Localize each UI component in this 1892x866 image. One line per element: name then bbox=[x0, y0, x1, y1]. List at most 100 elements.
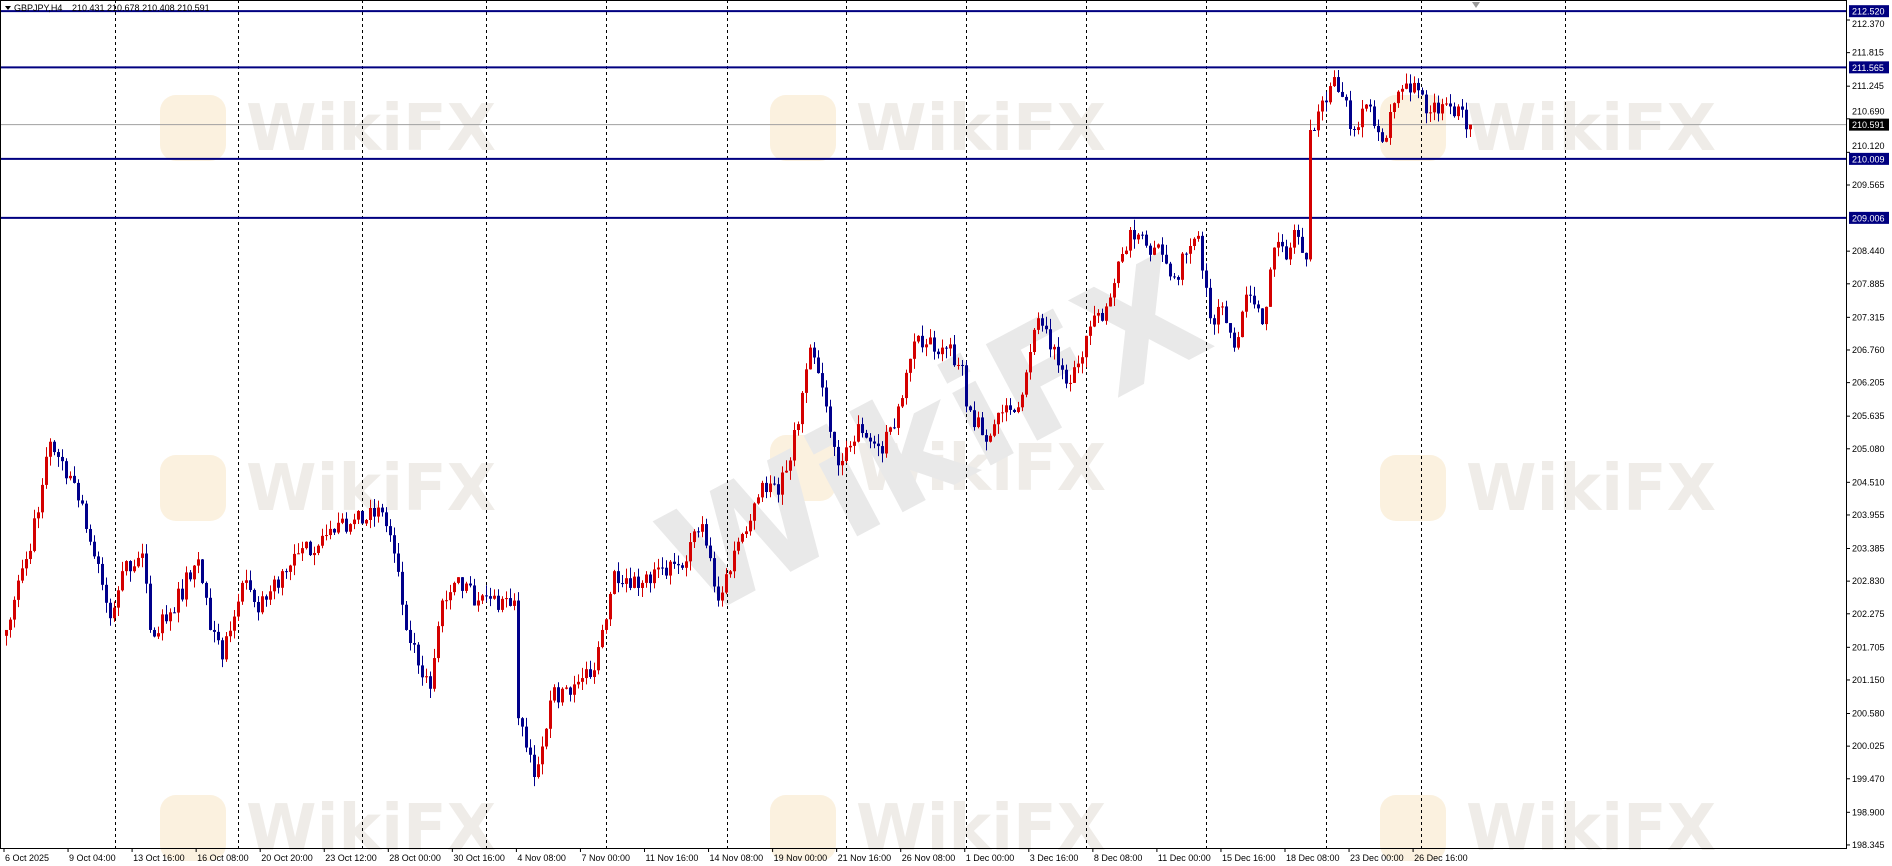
candle-body bbox=[297, 553, 300, 555]
candle bbox=[549, 690, 552, 739]
candle bbox=[201, 559, 204, 585]
candle bbox=[1009, 398, 1012, 415]
candle-body bbox=[309, 541, 312, 556]
candle bbox=[97, 551, 100, 574]
candle-body bbox=[1185, 253, 1188, 255]
time-tick-label: 9 Oct 04:00 bbox=[69, 853, 116, 863]
candle-body bbox=[1061, 365, 1064, 370]
candle-body bbox=[201, 559, 204, 583]
candles bbox=[5, 70, 1472, 787]
candle-body bbox=[965, 365, 968, 407]
candle bbox=[493, 589, 496, 600]
candle bbox=[465, 581, 468, 594]
candle-body bbox=[429, 676, 432, 689]
dropdown-triangle-icon[interactable] bbox=[5, 6, 11, 10]
price-tick-label: 198.345 bbox=[1852, 840, 1885, 850]
candle bbox=[1053, 344, 1056, 360]
candle bbox=[917, 335, 920, 344]
candle bbox=[1329, 82, 1332, 105]
candle bbox=[801, 390, 804, 433]
candle-body bbox=[1265, 306, 1268, 325]
candle bbox=[297, 543, 300, 555]
candle bbox=[1109, 293, 1112, 307]
candle bbox=[397, 543, 400, 577]
price-tick-label: 206.760 bbox=[1852, 345, 1885, 355]
time-tick-label: 16 Oct 08:00 bbox=[197, 853, 249, 863]
candle-body bbox=[1397, 91, 1400, 104]
candle bbox=[141, 543, 144, 568]
candle-body bbox=[65, 461, 68, 479]
candle-body bbox=[1021, 394, 1024, 408]
candle-body bbox=[1453, 106, 1456, 117]
candle bbox=[693, 529, 696, 549]
candle bbox=[1065, 364, 1068, 389]
candle bbox=[317, 544, 320, 556]
candle-body bbox=[1237, 337, 1240, 348]
candle-body bbox=[521, 718, 524, 727]
candle bbox=[1125, 246, 1128, 255]
candle-body bbox=[641, 582, 644, 588]
candle-body bbox=[481, 595, 484, 601]
candle bbox=[833, 431, 836, 457]
candle-body bbox=[1077, 363, 1080, 368]
horizontal-levels[interactable] bbox=[0, 10, 1846, 219]
candle-body bbox=[905, 372, 908, 399]
price-tick-label: 203.385 bbox=[1852, 543, 1885, 553]
price-tick-label: 198.900 bbox=[1852, 807, 1885, 817]
candle-body bbox=[1041, 318, 1044, 326]
time-axis[interactable]: 6 Oct 2025 9 Oct 04:00 13 Oct 16:00 16 Oct … bbox=[3, 848, 1468, 863]
candle bbox=[1417, 78, 1420, 99]
candle bbox=[473, 578, 476, 606]
candle bbox=[205, 581, 208, 606]
candle bbox=[1045, 316, 1048, 334]
candle bbox=[1033, 327, 1036, 355]
candle bbox=[1421, 87, 1424, 96]
candle bbox=[525, 717, 528, 753]
chart-shift-marker-icon[interactable] bbox=[1472, 2, 1480, 8]
candle-body bbox=[1277, 241, 1280, 248]
candle-body bbox=[921, 335, 924, 348]
candle bbox=[1041, 313, 1044, 332]
time-tick-label: 30 Oct 16:00 bbox=[453, 853, 505, 863]
candle bbox=[869, 433, 872, 449]
candle bbox=[437, 621, 440, 663]
candle-body bbox=[469, 583, 472, 586]
candle-body bbox=[5, 629, 8, 636]
candle-body bbox=[1421, 90, 1424, 95]
candle-body bbox=[97, 556, 100, 564]
candle-body bbox=[237, 601, 240, 617]
candle-body bbox=[809, 347, 812, 370]
candle-body bbox=[541, 746, 544, 765]
price-tick-label: 201.705 bbox=[1852, 642, 1885, 652]
candle bbox=[785, 460, 788, 473]
candle-body bbox=[193, 565, 196, 580]
candle bbox=[741, 532, 744, 544]
candle-body bbox=[249, 580, 252, 590]
candle-body bbox=[773, 483, 776, 485]
candle-body bbox=[977, 417, 980, 428]
candle-body bbox=[153, 629, 156, 637]
candle bbox=[1113, 278, 1116, 306]
candle bbox=[1265, 306, 1268, 331]
candle-body bbox=[1045, 325, 1048, 330]
candle-body bbox=[829, 406, 832, 432]
candle bbox=[1209, 278, 1212, 324]
candle-body bbox=[1165, 254, 1168, 264]
candle bbox=[757, 494, 760, 505]
candle bbox=[369, 499, 372, 529]
candle-body bbox=[341, 518, 344, 523]
candle-body bbox=[1417, 82, 1420, 91]
candle-body bbox=[661, 567, 664, 569]
candle-body bbox=[753, 503, 756, 521]
candle-body bbox=[549, 700, 552, 729]
time-tick-label: 8 Dec 08:00 bbox=[1094, 853, 1143, 863]
candle bbox=[929, 329, 932, 345]
candle bbox=[425, 668, 428, 684]
price-axis[interactable]: 212.370 211.815 211.245 210.690 210.120 209.5… bbox=[1846, 5, 1889, 850]
candle-body bbox=[173, 612, 176, 614]
candle-body bbox=[1049, 329, 1052, 350]
current-price-label: 210.591 bbox=[1852, 120, 1885, 130]
plot-border bbox=[0, 0, 1847, 849]
candle-body bbox=[1089, 326, 1092, 336]
candle-body bbox=[1293, 229, 1296, 248]
